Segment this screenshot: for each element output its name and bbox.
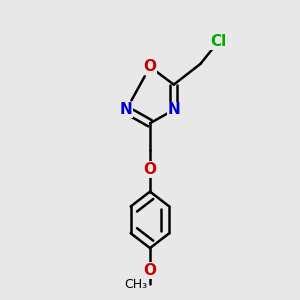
Text: N: N xyxy=(167,102,180,117)
Text: O: O xyxy=(143,162,157,177)
Text: Cl: Cl xyxy=(210,34,226,49)
Text: O: O xyxy=(143,263,157,278)
Text: N: N xyxy=(120,102,133,117)
Text: CH₃: CH₃ xyxy=(124,278,147,291)
Text: O: O xyxy=(143,59,157,74)
